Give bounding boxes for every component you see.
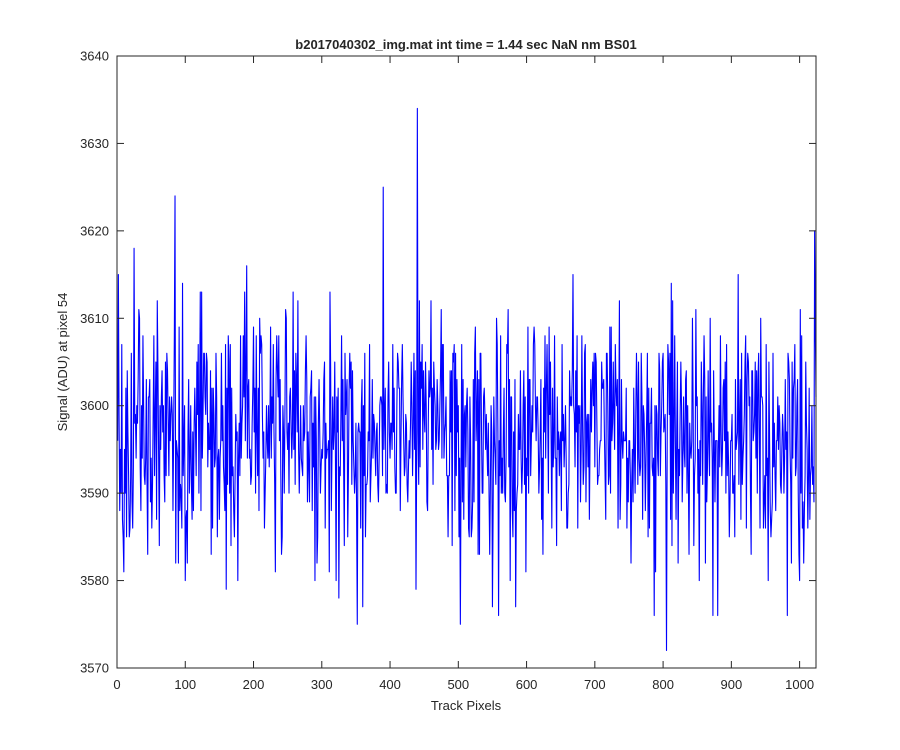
- x-tick-label: 400: [379, 677, 401, 692]
- series-line: [117, 107, 817, 652]
- y-tick-label: 3570: [80, 661, 109, 676]
- y-tick-label: 3580: [80, 573, 109, 588]
- series-layer: [117, 107, 817, 652]
- x-axis: 0 100 200 300 400 500 600 700 800 900 1000: [113, 56, 814, 692]
- y-tick-label: 3620: [80, 223, 109, 238]
- x-tick-label: 600: [516, 677, 538, 692]
- y-tick-label: 3630: [80, 136, 109, 151]
- y-axis-label: Signal (ADU) at pixel 54: [55, 293, 70, 432]
- axes-box: [116, 55, 817, 669]
- y-tick-label: 3590: [80, 486, 109, 501]
- x-tick-label: 1000: [785, 677, 814, 692]
- x-tick-label: 900: [721, 677, 743, 692]
- y-tick-label: 3640: [80, 49, 109, 64]
- x-tick-label: 300: [311, 677, 333, 692]
- x-tick-label: 200: [243, 677, 265, 692]
- x-tick-label: 800: [652, 677, 674, 692]
- x-axis-label: Track Pixels: [431, 698, 502, 713]
- x-tick-label: 500: [447, 677, 469, 692]
- x-tick-label: 700: [584, 677, 606, 692]
- y-tick-label: 3610: [80, 311, 109, 326]
- x-tick-label: 100: [174, 677, 196, 692]
- y-tick-label: 3600: [80, 398, 109, 413]
- x-tick-label: 0: [113, 677, 120, 692]
- y-axis: 3570 3580 3590 3600 3610 3620 3630 3640: [80, 49, 816, 676]
- chart-title: b2017040302_img.mat int time = 1.44 sec …: [295, 37, 636, 52]
